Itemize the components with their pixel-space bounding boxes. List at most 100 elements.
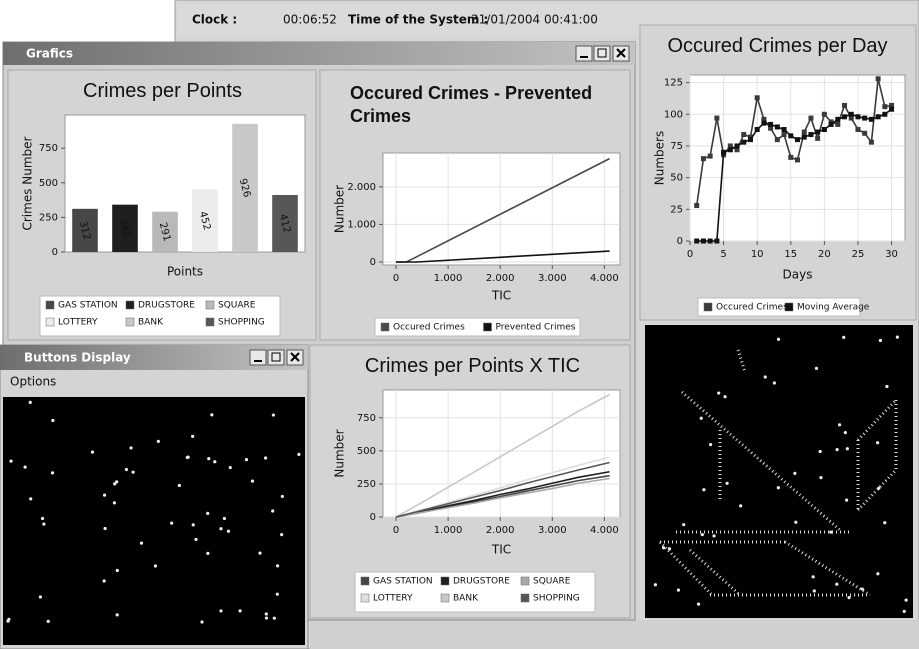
legend-label: GAS STATION	[373, 577, 433, 587]
point-marker	[741, 132, 746, 137]
maximize-button[interactable]	[268, 350, 284, 365]
legend-swatch	[521, 594, 529, 602]
x-tick-label: 1.000	[434, 525, 463, 536]
plot-area	[383, 153, 620, 265]
agent-dot	[717, 391, 720, 394]
agent-dot	[712, 534, 715, 537]
agent-dot	[885, 385, 888, 388]
agent-dot	[51, 419, 54, 422]
point-marker	[768, 122, 773, 127]
point-marker	[876, 76, 881, 81]
minimize-button[interactable]	[250, 350, 266, 365]
agent-dot	[91, 451, 94, 454]
legend-swatch	[785, 303, 793, 311]
y-axis-label: Crimes Number	[21, 136, 35, 230]
legend-swatch	[361, 594, 369, 602]
menu-item[interactable]: Options	[10, 375, 56, 389]
agent-dot	[844, 431, 847, 434]
window-buttons	[250, 350, 303, 365]
x-tick-label: 0	[393, 525, 399, 536]
agent-dot	[813, 589, 816, 592]
point-marker	[735, 143, 740, 148]
x-axis-label: TIC	[491, 289, 511, 303]
point-marker	[882, 112, 887, 117]
agent-dot	[773, 381, 776, 384]
agent-dot	[883, 521, 886, 524]
clock: 00:06:52	[283, 13, 337, 27]
point-marker	[802, 130, 807, 135]
point-marker	[842, 114, 847, 119]
agent-dot	[113, 501, 116, 504]
agent-dot	[103, 579, 106, 582]
point-marker	[849, 112, 854, 117]
y-tick-label: 0	[52, 247, 58, 258]
legend-label: Prevented Crimes	[496, 323, 576, 333]
agent-dot	[276, 564, 279, 567]
point-marker	[701, 239, 706, 244]
x-tick-label: 15	[784, 249, 797, 260]
point-marker	[728, 147, 733, 152]
agent-dot	[191, 435, 194, 438]
chart-title: Occured Crimes per Day	[645, 33, 910, 59]
agent-dot	[125, 468, 128, 471]
legend-swatch	[46, 318, 54, 326]
maximize-button[interactable]	[594, 46, 610, 61]
legend-label: SQUARE	[218, 301, 256, 311]
legend-label: Occured Crimes	[716, 303, 788, 313]
agent-dot	[265, 612, 268, 615]
agent-dot	[836, 448, 839, 451]
agent-dot	[819, 476, 822, 479]
legend-label: LOTTERY	[373, 594, 413, 604]
agent-dot	[265, 616, 268, 619]
x-tick-label: 3.000	[538, 525, 567, 536]
legend-label: SQUARE	[533, 577, 571, 587]
agent-dot	[846, 447, 849, 450]
point-marker	[708, 239, 713, 244]
agent-dot	[39, 595, 42, 598]
legend-label: BANK	[453, 594, 479, 604]
agent-dot	[815, 367, 818, 370]
agent-dot	[297, 453, 300, 456]
point-marker	[708, 154, 713, 159]
point-marker	[855, 127, 860, 132]
legend-label: LOTTERY	[58, 318, 98, 328]
point-marker	[876, 114, 881, 119]
agent-dot	[677, 588, 680, 591]
y-tick-label: 1.000	[347, 219, 376, 230]
y-tick-label: 750	[39, 143, 58, 154]
agent-dot	[238, 609, 241, 612]
bottom-strip	[310, 620, 919, 649]
agent-dot	[29, 497, 32, 500]
point-marker	[855, 114, 860, 119]
point-marker	[869, 117, 874, 122]
legend-label: Moving Average	[797, 303, 870, 313]
y-tick-label: 0	[677, 236, 683, 247]
window-title: Buttons Display	[24, 351, 131, 365]
legend-swatch	[521, 577, 529, 585]
legend-label: BANK	[138, 318, 164, 328]
minimize-button[interactable]	[576, 46, 592, 61]
clock-label: Clock :	[192, 13, 237, 27]
agent-dot	[24, 465, 27, 468]
agent-dot	[223, 517, 226, 520]
agent-dot	[187, 455, 190, 458]
legend-swatch	[381, 323, 389, 331]
agent-dot	[264, 456, 267, 459]
agent-dot	[116, 569, 119, 572]
agent-dot	[819, 450, 822, 453]
point-marker	[788, 133, 793, 138]
point-marker	[842, 103, 847, 108]
agent-dot	[206, 512, 209, 515]
x-axis-label: Days	[783, 268, 813, 282]
y-tick-label: 0	[370, 512, 376, 523]
agent-dot	[793, 472, 796, 475]
point-marker	[835, 122, 840, 127]
agent-dot	[280, 533, 283, 536]
agent-dot	[154, 564, 157, 567]
agent-dot	[903, 610, 906, 613]
point-marker	[755, 95, 760, 100]
page: Clock : 00:06:52 Time of the System : 31…	[0, 0, 919, 649]
x-tick-label: 0	[687, 249, 693, 260]
agent-dot	[178, 484, 181, 487]
agent-dot	[777, 338, 780, 341]
